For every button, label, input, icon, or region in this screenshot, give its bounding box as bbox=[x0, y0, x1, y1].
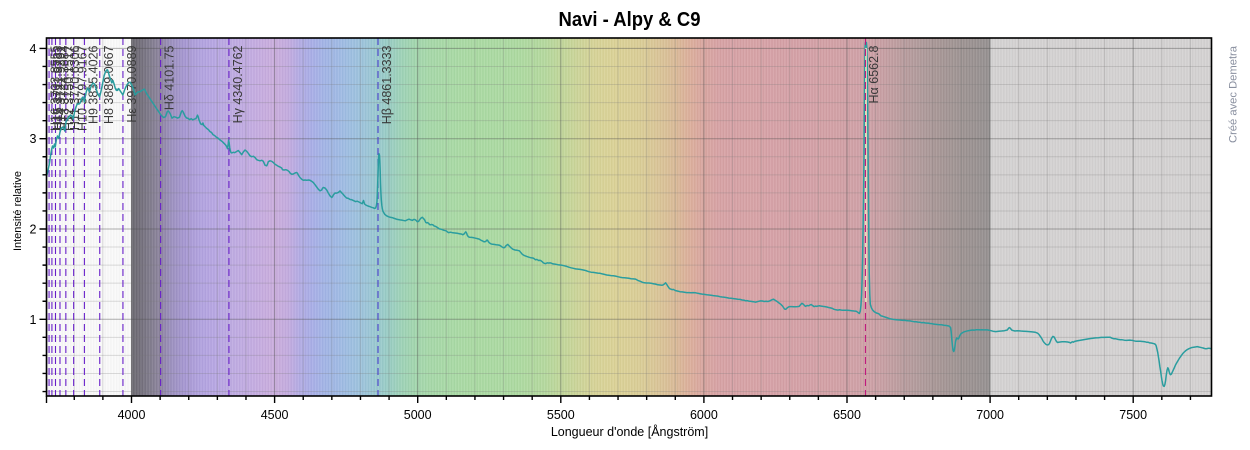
svg-text:5500: 5500 bbox=[547, 408, 575, 422]
svg-text:6500: 6500 bbox=[833, 408, 861, 422]
svg-text:4000: 4000 bbox=[118, 408, 146, 422]
svg-text:Hδ 4101.75: Hδ 4101.75 bbox=[163, 45, 177, 110]
svg-text:Intensité relative: Intensité relative bbox=[12, 171, 24, 251]
svg-text:6000: 6000 bbox=[690, 408, 718, 422]
svg-text:4: 4 bbox=[30, 42, 37, 56]
svg-text:Créé avec Demetra: Créé avec Demetra bbox=[1228, 45, 1240, 143]
svg-text:H11 3770.6306: H11 3770.6306 bbox=[68, 45, 82, 130]
svg-text:7000: 7000 bbox=[976, 408, 1004, 422]
svg-text:H14 3721.9391: H14 3721.9391 bbox=[54, 45, 68, 131]
svg-text:Hβ 4861.3333: Hβ 4861.3333 bbox=[380, 45, 394, 124]
svg-text:Hα 6562.8: Hα 6562.8 bbox=[867, 45, 881, 103]
svg-text:2: 2 bbox=[30, 223, 37, 237]
svg-text:1: 1 bbox=[30, 313, 37, 327]
svg-text:H12 3750.1517: H12 3750.1517 bbox=[62, 45, 76, 131]
svg-text:Navi - Alpy & C9: Navi - Alpy & C9 bbox=[559, 9, 701, 31]
svg-text:H15 3711.9783: H15 3711.9783 bbox=[51, 45, 65, 130]
svg-text:7500: 7500 bbox=[1119, 408, 1147, 422]
svg-text:H9 3835.4026: H9 3835.4026 bbox=[86, 45, 100, 124]
svg-text:H10 3797.9167: H10 3797.9167 bbox=[76, 45, 90, 131]
svg-text:Hγ 4340.4762: Hγ 4340.4762 bbox=[231, 45, 245, 123]
svg-text:3: 3 bbox=[30, 132, 37, 146]
svg-text:Longueur d'onde [Ångström]: Longueur d'onde [Ångström] bbox=[551, 424, 708, 439]
svg-text:H16 3703.8555: H16 3703.8555 bbox=[49, 45, 63, 131]
svg-text:4500: 4500 bbox=[261, 408, 289, 422]
svg-text:H13 3734.3684: H13 3734.3684 bbox=[57, 45, 71, 131]
svg-text:5000: 5000 bbox=[404, 408, 432, 422]
svg-text:H8 3889.0667: H8 3889.0667 bbox=[102, 45, 116, 124]
